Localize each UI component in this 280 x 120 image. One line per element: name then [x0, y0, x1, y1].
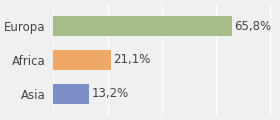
Bar — [53, 84, 89, 104]
Text: 13,2%: 13,2% — [91, 87, 129, 100]
Text: 21,1%: 21,1% — [113, 54, 150, 66]
Bar — [53, 50, 111, 70]
Bar — [53, 16, 232, 36]
Text: 65,8%: 65,8% — [234, 20, 271, 33]
